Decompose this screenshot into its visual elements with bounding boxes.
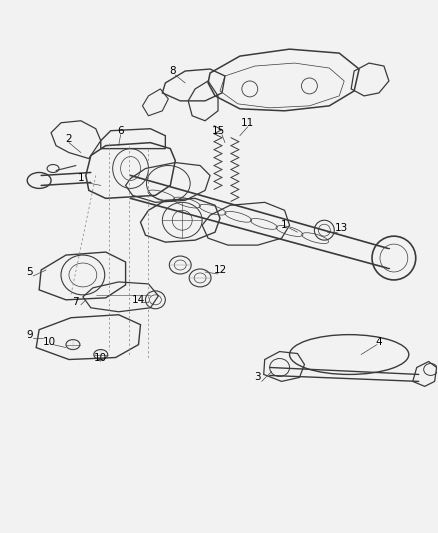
Text: 8: 8: [169, 66, 176, 76]
Text: 5: 5: [26, 267, 32, 277]
Text: 1: 1: [281, 220, 288, 230]
Text: 9: 9: [26, 329, 32, 340]
Text: 14: 14: [132, 295, 145, 305]
Text: 7: 7: [73, 297, 79, 307]
Text: 10: 10: [94, 352, 107, 362]
Text: 3: 3: [254, 373, 261, 382]
Text: 13: 13: [335, 223, 348, 233]
Text: 6: 6: [117, 126, 124, 136]
Text: 1: 1: [78, 173, 84, 183]
Text: 10: 10: [42, 337, 56, 346]
Text: 4: 4: [376, 337, 382, 346]
Text: 15: 15: [212, 126, 225, 136]
Text: 12: 12: [213, 265, 226, 275]
Text: 11: 11: [241, 118, 254, 128]
Text: 2: 2: [66, 134, 72, 144]
